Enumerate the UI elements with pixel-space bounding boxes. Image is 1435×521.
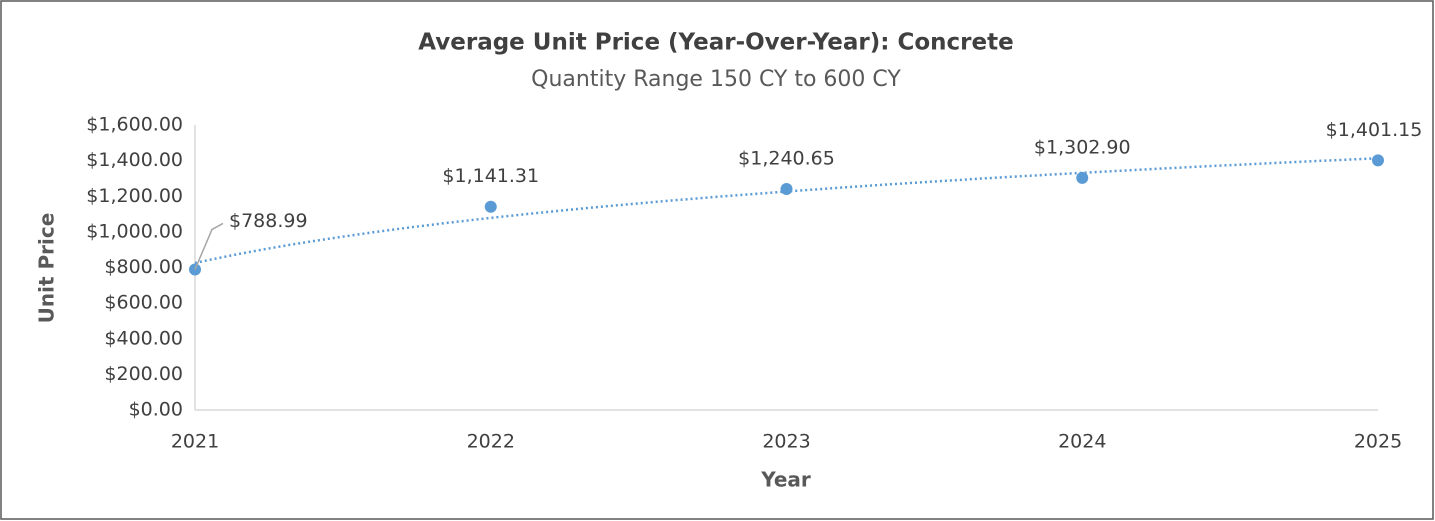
y-tick-label: $1,000.00 bbox=[86, 220, 183, 242]
x-axis-title: Year bbox=[760, 468, 811, 492]
data-label: $1,141.31 bbox=[442, 165, 539, 187]
data-label: $788.99 bbox=[229, 210, 308, 232]
data-point bbox=[780, 183, 793, 196]
y-tick-label: $600.00 bbox=[104, 292, 183, 314]
leader-line bbox=[194, 222, 224, 270]
data-label: $1,240.65 bbox=[738, 148, 835, 170]
y-tick-label: $0.00 bbox=[129, 399, 183, 421]
chart-subtitle: Quantity Range 150 CY to 600 CY bbox=[531, 67, 901, 92]
data-point bbox=[1372, 154, 1384, 167]
x-tick-label: 2024 bbox=[1058, 431, 1106, 453]
y-axis-title: Unit Price bbox=[35, 213, 59, 324]
y-tick-label: $200.00 bbox=[104, 363, 183, 385]
y-tick-label: $1,400.00 bbox=[86, 149, 183, 171]
x-tick-label: 2022 bbox=[467, 431, 515, 453]
data-point bbox=[484, 200, 497, 213]
x-tick-label: 2025 bbox=[1354, 431, 1402, 453]
data-label: $1,302.90 bbox=[1034, 136, 1131, 158]
x-tick-label: 2023 bbox=[762, 431, 810, 453]
data-label: $1,401.15 bbox=[1326, 119, 1423, 141]
y-tick-label: $800.00 bbox=[104, 256, 183, 278]
data-point bbox=[1076, 171, 1089, 184]
chart-title: Average Unit Price (Year-Over-Year): Con… bbox=[418, 30, 1013, 56]
y-tick-label: $1,600.00 bbox=[86, 114, 183, 136]
y-tick-label: $1,200.00 bbox=[86, 185, 183, 207]
x-tick-label: 2021 bbox=[171, 431, 219, 453]
y-tick-label: $400.00 bbox=[104, 327, 183, 349]
